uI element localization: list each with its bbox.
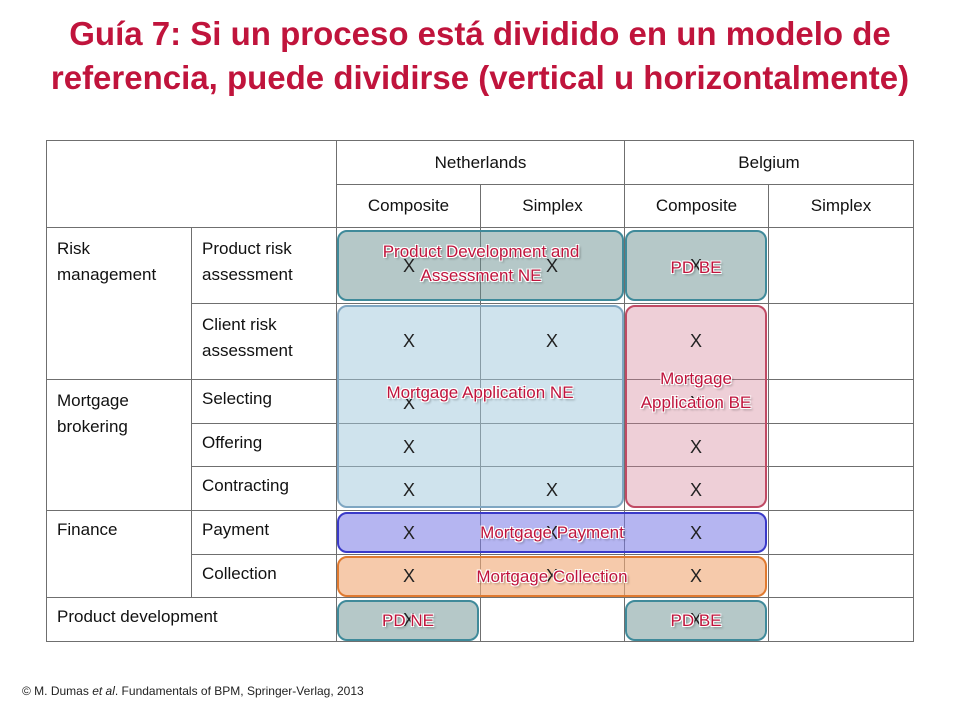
x-mark: X: [689, 256, 702, 276]
header-composite-ne: Composite: [336, 184, 481, 228]
row-payment: Payment: [191, 510, 337, 555]
group-finance: Finance: [46, 510, 192, 598]
label-mortgage-application-ne: Mortgage Application NE: [386, 383, 574, 402]
row-collection: Collection: [191, 554, 337, 598]
body-cell: [768, 303, 914, 380]
row-client-risk-assessment: Client risk assessment: [191, 303, 337, 380]
citation-author: © M. Dumas: [22, 684, 89, 698]
body-cell: [768, 423, 914, 467]
x-mark: X: [402, 523, 415, 543]
x-mark: X: [545, 480, 558, 500]
x-mark: X: [689, 610, 702, 630]
header-composite-be: Composite: [624, 184, 769, 228]
block-mortgage-application-ne: [337, 305, 624, 508]
citation-etal: et al: [92, 684, 115, 698]
block-pd-ne: [337, 600, 479, 641]
label-mortgage-payment: Mortgage Payment: [480, 523, 624, 542]
x-mark: X: [402, 480, 415, 500]
body-cell: [768, 510, 914, 555]
block-mortgage-payment: [337, 512, 767, 553]
group-mortgage-brokering: Mortgage brokering: [46, 379, 192, 511]
x-mark: X: [402, 566, 415, 586]
x-mark: X: [689, 480, 702, 500]
x-mark: X: [545, 566, 558, 586]
header-simplex-be: Simplex: [768, 184, 914, 228]
x-mark: X: [689, 566, 702, 586]
label-product-development-ne: Product Development and Assessment NE: [382, 242, 580, 285]
row-product-development: Product development: [46, 597, 337, 642]
label-pd-be-bottom: PD BE: [670, 611, 722, 630]
header-netherlands: Netherlands: [336, 140, 625, 185]
block-pd-be-bottom: [625, 600, 767, 641]
body-cell: [768, 379, 914, 424]
row-selecting: Selecting: [191, 379, 337, 424]
header-empty-cell: [46, 140, 337, 228]
block-mortgage-application-be: [625, 305, 767, 508]
block-pd-be-top: [625, 230, 767, 301]
body-cell: [768, 597, 914, 642]
label-mortgage-application-be: Mortgage Application BE: [640, 369, 752, 412]
body-cell: [768, 554, 914, 598]
x-mark: X: [545, 256, 558, 276]
block-product-development-ne: [337, 230, 624, 301]
body-cell: [768, 227, 914, 304]
x-mark: X: [402, 393, 415, 413]
row-product-risk-assessment: Product risk assessment: [191, 227, 337, 304]
x-mark: X: [545, 331, 558, 351]
header-simplex-ne: Simplex: [480, 184, 625, 228]
x-mark: X: [689, 393, 702, 413]
x-mark: X: [689, 437, 702, 457]
citation-footer: © M. Dumas et al. Fundamentals of BPM, S…: [22, 684, 364, 698]
header-belgium: Belgium: [624, 140, 914, 185]
row-offering: Offering: [191, 423, 337, 467]
x-mark: X: [545, 523, 558, 543]
x-mark: X: [402, 610, 415, 630]
label-mortgage-collection: Mortgage Collection: [476, 567, 628, 586]
x-mark: X: [689, 523, 702, 543]
slide-title: Guía 7: Si un proceso está dividido en u…: [50, 15, 910, 96]
body-cell: [480, 597, 625, 642]
group-risk-management: Risk management: [46, 227, 192, 380]
citation-rest: . Fundamentals of BPM, Springer-Verlag, …: [114, 684, 364, 698]
row-contracting: Contracting: [191, 466, 337, 511]
x-mark: X: [402, 331, 415, 351]
block-mortgage-collection: [337, 556, 767, 597]
x-mark: X: [402, 256, 415, 276]
body-cell: [768, 466, 914, 511]
x-mark: X: [689, 331, 702, 351]
label-pd-ne: PD NE: [382, 611, 434, 630]
x-mark: X: [402, 437, 415, 457]
label-pd-be-top: PD BE: [670, 258, 722, 277]
